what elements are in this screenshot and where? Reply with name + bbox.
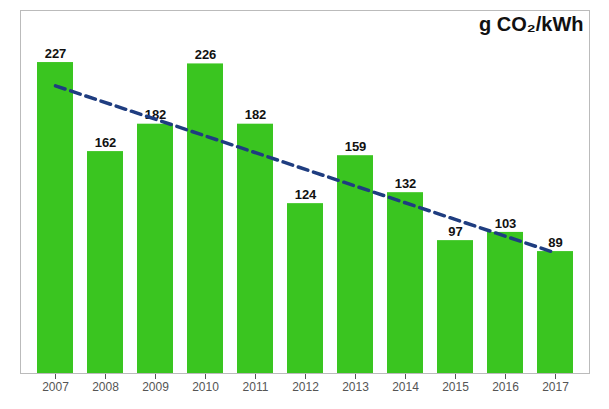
svg-text:2016: 2016 (492, 380, 519, 394)
svg-text:182: 182 (245, 107, 267, 122)
svg-text:2008: 2008 (92, 380, 119, 394)
svg-text:226: 226 (195, 47, 217, 62)
svg-text:2017: 2017 (542, 380, 569, 394)
svg-text:124: 124 (295, 187, 317, 202)
svg-text:132: 132 (395, 176, 417, 191)
svg-text:2013: 2013 (342, 380, 369, 394)
svg-text:182: 182 (144, 107, 167, 123)
svg-text:227: 227 (45, 46, 67, 61)
svg-text:2009: 2009 (142, 380, 169, 394)
svg-text:g CO₂/kWh: g CO₂/kWh (479, 13, 583, 35)
svg-text:2012: 2012 (292, 380, 319, 394)
svg-text:2015: 2015 (442, 380, 469, 394)
svg-text:159: 159 (345, 139, 367, 154)
svg-text:2007: 2007 (42, 380, 69, 394)
svg-text:162: 162 (95, 135, 117, 150)
svg-text:89: 89 (548, 235, 562, 250)
svg-text:103: 103 (495, 216, 517, 231)
svg-text:97: 97 (448, 224, 462, 239)
svg-text:2014: 2014 (392, 380, 419, 394)
svg-text:2011: 2011 (243, 380, 269, 394)
svg-text:2010: 2010 (192, 380, 219, 394)
